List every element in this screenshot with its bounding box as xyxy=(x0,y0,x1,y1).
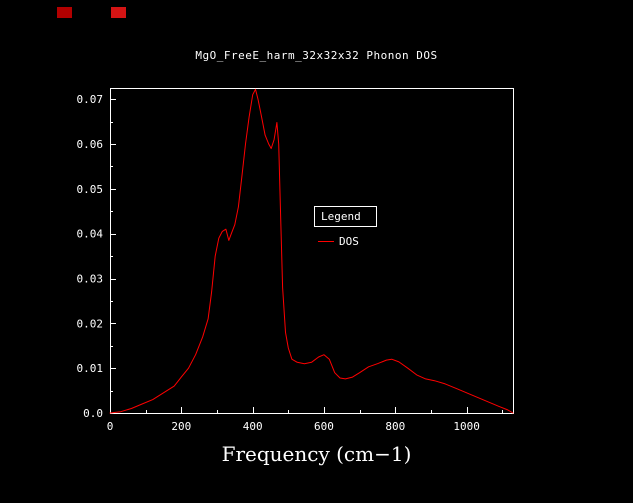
legend-title: Legend xyxy=(314,206,377,227)
y-tick-label: 0.07 xyxy=(77,93,104,106)
red-marker-2 xyxy=(111,7,126,18)
legend-entry-label: DOS xyxy=(339,235,359,248)
legend: Legend DOS xyxy=(314,206,377,248)
dos-curve xyxy=(109,88,514,414)
x-tick-label: 600 xyxy=(314,420,334,433)
x-axis-title: Frequency (cm−1) xyxy=(221,442,412,466)
red-marker-1 xyxy=(57,7,72,18)
y-tick-label: 0.04 xyxy=(77,228,104,241)
plot-frame xyxy=(110,88,514,414)
x-tick-label: 200 xyxy=(171,420,191,433)
y-tick-label: 0.01 xyxy=(77,362,104,375)
y-tick-label: 0.06 xyxy=(77,138,104,151)
y-tick-label: 0.05 xyxy=(77,183,104,196)
x-tick-label: 0 xyxy=(107,420,114,433)
x-tick-label: 1000 xyxy=(453,420,480,433)
y-tick-label: 0.0 xyxy=(83,407,103,420)
y-tick-label: 0.03 xyxy=(77,273,104,286)
x-tick-label: 800 xyxy=(385,420,405,433)
y-tick-label: 0.02 xyxy=(77,317,104,330)
legend-line-sample-icon xyxy=(318,241,334,242)
chart-title: MgO_FreeE_harm_32x32x32 Phonon DOS xyxy=(195,49,438,62)
legend-entry-dos: DOS xyxy=(314,235,377,248)
x-tick-label: 400 xyxy=(243,420,263,433)
